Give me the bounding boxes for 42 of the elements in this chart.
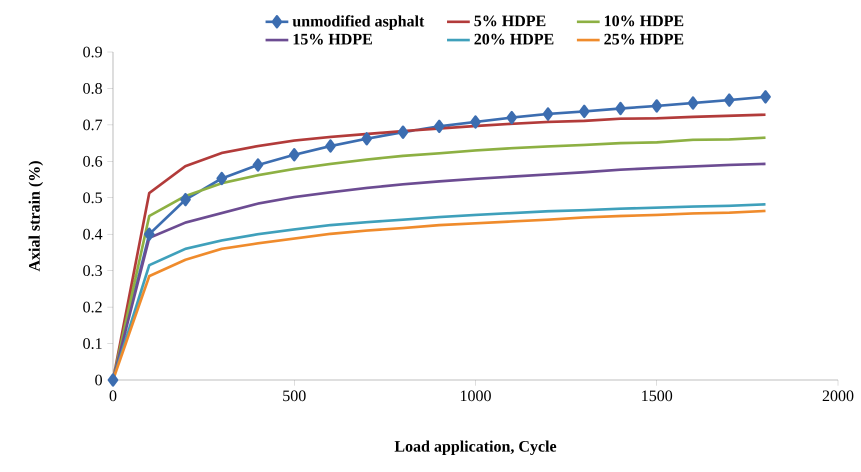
point: [651, 99, 662, 113]
legend-label: 5% HDPE: [474, 15, 546, 26]
point: [760, 90, 771, 104]
y-tick-label: 0.3: [83, 265, 102, 276]
y-tick-label: 0.6: [83, 156, 102, 167]
y-tick-label: 0.1: [83, 338, 102, 349]
y-tick-label: 0.9: [83, 46, 102, 58]
x-tick-label: 500: [283, 390, 306, 402]
point: [506, 110, 518, 124]
point: [615, 102, 626, 116]
y-tick-label: 0: [95, 374, 102, 386]
legend-label: 20% HDPE: [474, 34, 554, 45]
x-tick-label: 2000: [822, 390, 854, 402]
x-tick-label: 0: [110, 390, 116, 402]
y-tick-label: 0.2: [83, 302, 102, 313]
point: [252, 158, 264, 172]
point: [578, 104, 590, 118]
point: [361, 132, 372, 146]
y-tick-label: 0.5: [83, 192, 102, 204]
legend-label: unmodified asphalt: [292, 15, 424, 30]
x-tick-label: 1000: [460, 390, 491, 402]
x-tick-label: 1500: [642, 390, 672, 402]
point: [434, 120, 445, 134]
point: [470, 115, 481, 129]
point: [216, 172, 228, 186]
y-tick-label: 0.4: [83, 228, 102, 240]
point: [724, 93, 735, 107]
legend-label: 25% HDPE: [604, 34, 684, 45]
y-tick-label: 0.8: [83, 83, 102, 94]
legend-label: 15% HDPE: [294, 34, 372, 45]
y-axis-title: Axial strain (%): [28, 161, 44, 272]
point: [144, 228, 155, 241]
point: [108, 373, 118, 387]
legend-label: 10% HDPE: [604, 15, 684, 26]
point: [542, 107, 554, 121]
point: [398, 126, 408, 139]
x-axis-title: Load application, Cycle: [394, 440, 556, 456]
point: [688, 96, 698, 110]
point: [288, 148, 300, 162]
y-tick-label: 0.7: [83, 119, 102, 130]
point: [180, 192, 191, 206]
point: [325, 139, 336, 153]
